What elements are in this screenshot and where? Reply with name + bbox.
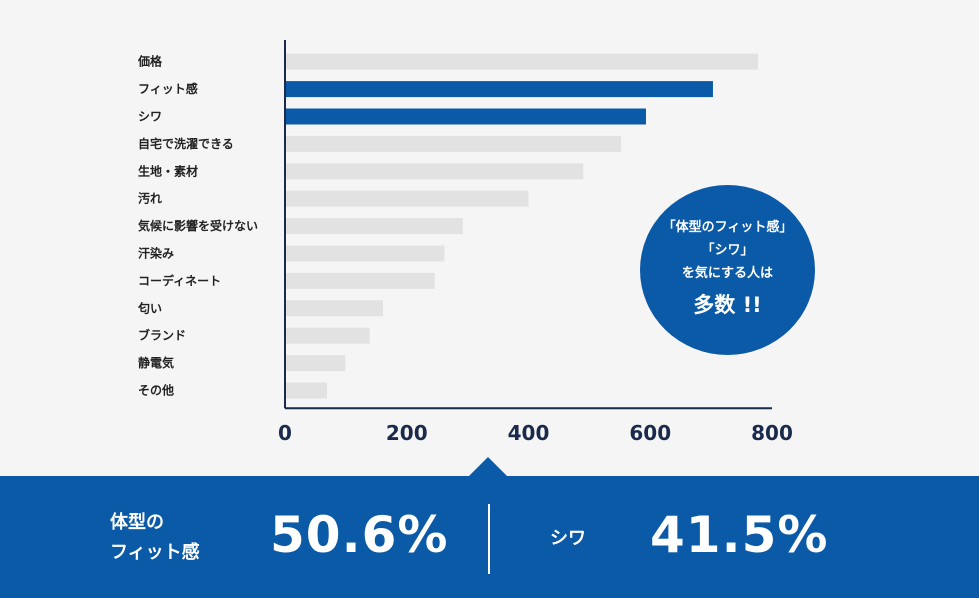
stats-divider	[488, 504, 490, 574]
category-label-2: シワ	[138, 110, 162, 124]
bar-9	[285, 300, 384, 317]
category-label-9: 匂い	[137, 300, 162, 315]
category-label-3: 自宅で洗濯できる	[138, 136, 234, 151]
category-label-1: フィット感	[138, 81, 198, 96]
stat-fit-value: 50.6%	[270, 506, 449, 564]
category-label-11: 静電気	[138, 355, 174, 370]
callout-emphasis: 多数 !!	[693, 292, 762, 317]
x-tick-label-4: 800	[751, 421, 793, 445]
stat-wrinkle-value: 41.5%	[650, 506, 829, 564]
category-label-7: 汗染み	[138, 246, 174, 261]
stat-wrinkle-label: シワ	[550, 528, 586, 549]
bar-chart: 価格フィット感シワ自宅で洗濯できる生地・素材汚れ気候に影響を受けない汗染みコーデ…	[137, 40, 793, 445]
x-tick-label-1: 200	[386, 421, 428, 445]
category-label-10: ブランド	[138, 328, 186, 343]
bar-10	[285, 327, 370, 344]
stats-band: 体型の フィット感 50.6% シワ 41.5%	[0, 476, 979, 598]
stat-fit-label-line-2: フィット感	[110, 542, 200, 563]
bar-0	[285, 53, 758, 70]
category-label-8: コーディネート	[138, 273, 221, 288]
category-label-6: 気候に影響を受けない	[138, 218, 258, 233]
bar-3	[285, 135, 622, 152]
x-tick-label-0: 0	[278, 421, 292, 445]
bar-6	[285, 218, 463, 235]
stat-fit-label: 体型の フィット感	[110, 508, 200, 568]
bar-12	[285, 382, 328, 399]
bar-1	[285, 81, 713, 98]
category-label-0: 価格	[137, 54, 163, 69]
category-label-5: 汚れ	[138, 191, 162, 206]
callout-line-2: 「シワ」	[701, 242, 754, 258]
band-pointer	[468, 457, 508, 477]
x-tick-label-3: 600	[629, 421, 671, 445]
callout-circle: 「体型のフィット感」 「シワ」 を気にする人は 多数 !!	[640, 185, 815, 355]
category-label-4: 生地・素材	[138, 163, 198, 178]
bar-11	[285, 355, 346, 372]
bar-8	[285, 272, 435, 289]
callout-line-3: を気にする人は	[681, 265, 774, 281]
callout-line-1: 「体型のフィット感」	[662, 219, 793, 235]
stat-fit-label-line-1: 体型の	[110, 512, 164, 533]
bar-4	[285, 163, 584, 180]
x-tick-label-2: 400	[508, 421, 550, 445]
bar-2	[285, 108, 646, 125]
category-label-12: その他	[138, 383, 174, 398]
bar-7	[285, 245, 445, 262]
bar-5	[285, 190, 529, 207]
